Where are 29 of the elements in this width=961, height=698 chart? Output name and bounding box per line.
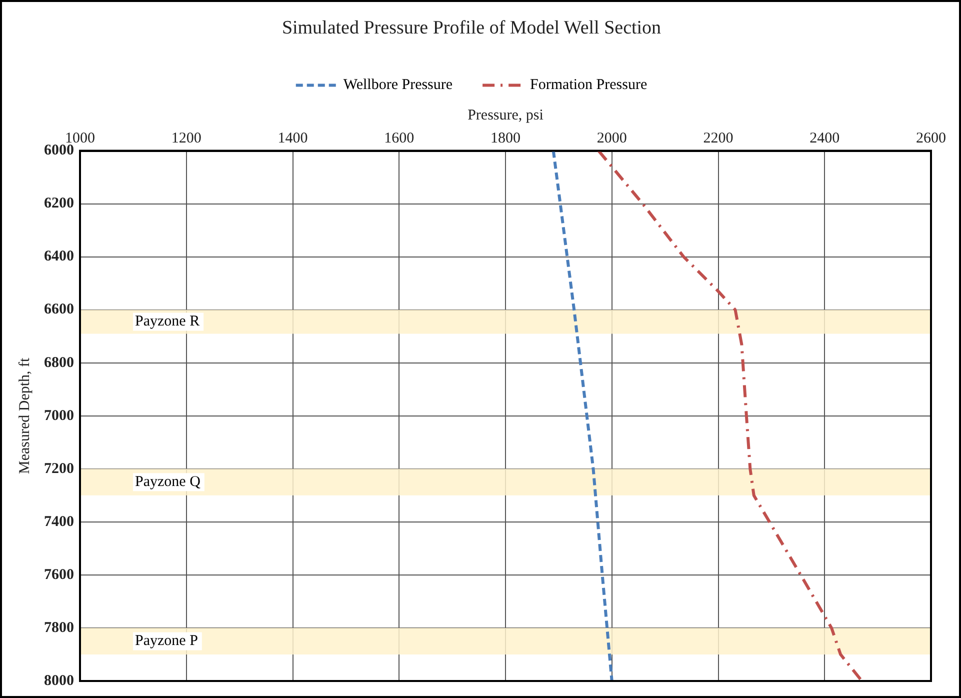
x-axis-title: Pressure, psi <box>468 108 544 124</box>
y-tick-label: 7400 <box>44 514 74 530</box>
x-tick-label: 2200 <box>703 130 734 147</box>
x-tick-label: 2400 <box>810 130 840 147</box>
y-tick-label: 7600 <box>44 566 74 583</box>
x-tick-label: 1600 <box>384 130 414 147</box>
y-tick-label: 7800 <box>44 620 74 636</box>
line-series <box>552 150 614 681</box>
x-tick-label: 2000 <box>596 130 627 147</box>
band-label: Payzone P <box>135 633 198 650</box>
y-tick-label: 6000 <box>44 142 74 159</box>
y-tick-label: 7200 <box>44 460 74 477</box>
y-tick-label: 6600 <box>44 302 74 318</box>
x-tick-label: 2600 <box>916 130 946 147</box>
legend-label: Wellbore Pressure <box>343 77 453 94</box>
y-tick-label: 8000 <box>44 672 74 689</box>
x-tick-label: 1200 <box>171 130 202 147</box>
y-axis-title: Measured Depth, ft <box>16 356 33 474</box>
chart-title: Simulated Pressure Profile of Model Well Section <box>282 17 662 38</box>
band-label: Payzone R <box>135 314 200 330</box>
x-tick-label: 1800 <box>490 130 520 147</box>
y-tick-label: 7000 <box>44 408 74 424</box>
band-label: Payzone Q <box>135 474 201 490</box>
y-tick-label: 6800 <box>44 354 74 371</box>
y-tick-label: 6400 <box>44 248 74 265</box>
line-series <box>597 150 864 681</box>
x-tick-label: 1400 <box>278 130 308 147</box>
y-tick-label: 6200 <box>44 196 74 212</box>
legend-label: Formation Pressure <box>530 77 648 94</box>
